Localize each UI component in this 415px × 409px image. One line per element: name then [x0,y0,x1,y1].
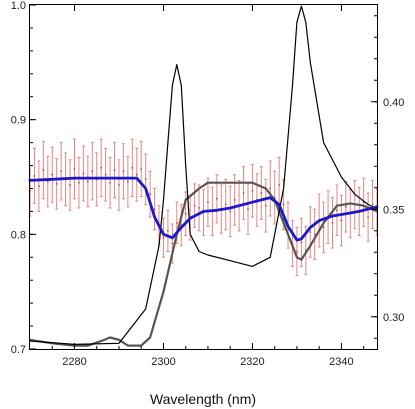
error-bar-2333 [308,206,312,258]
error-bar-2310 [206,177,210,227]
error-bar-2292 [126,155,130,208]
error-bar-2282 [81,145,85,202]
y-left-tick-label-0.9: 0.9 [11,115,26,127]
error-bar-2324 [268,160,272,217]
error-bar-2295 [139,140,143,197]
y-left-tick-label-0.8: 0.8 [11,229,26,241]
error-bar-2296 [144,153,148,206]
x-tick-label-2280: 2280 [62,356,86,368]
series-line-gray-thick [28,181,379,347]
y-right-tick-label-0.4: 0.40 [383,97,404,109]
error-bar-2277 [59,142,63,201]
error-bar-2314 [224,178,228,231]
error-bar-2283 [86,155,90,208]
error-bar-2300 [161,217,165,258]
error-bar-2346 [366,192,370,242]
error-bar-2272 [37,160,41,212]
y-left-tick-label-0.7: 0.7 [11,344,26,356]
error-bar-2291 [121,143,125,200]
error-bar-2339 [335,184,339,236]
error-bar-2288 [108,157,112,209]
error-bar-2271 [32,147,36,204]
x-tick-label-2320: 2320 [240,356,264,368]
error-bar-2281 [77,157,81,209]
error-bar-2320 [250,163,254,218]
error-bar-2275 [50,146,54,203]
error-bar-2347 [371,179,375,230]
error-bars-group [28,138,379,277]
ticks-group: 2280 2300 2320 2340 0.7 0.8 0.9 1.0 0.30 0.35 0.40 [11,0,405,368]
error-bar-2289 [113,142,117,199]
error-bar-2294 [135,147,139,202]
error-bar-2345 [362,177,366,227]
error-bar-2290 [117,159,121,211]
error-bar-2330 [295,226,299,277]
error-bar-2287 [104,147,108,202]
series-group [28,5,379,347]
plot-frame [29,4,378,350]
error-bar-2279 [68,159,72,211]
x-tick-label-2340: 2340 [329,356,353,368]
error-bar-2338 [331,197,335,249]
series-line-blue-thick [28,176,379,242]
error-bar-2341 [344,181,348,233]
x-tick-label-2300: 2300 [151,356,175,368]
y-left-tick-label-1: 1.0 [11,0,26,12]
error-bar-2315 [228,185,232,238]
error-bar-2276 [55,158,59,210]
error-bar-2322 [259,166,263,220]
y-right-tick-label-0.3: 0.30 [383,312,404,324]
error-bar-2273 [41,140,45,200]
error-bar-2334 [313,208,317,261]
error-bar-2336 [322,201,326,254]
series-line-black-thin [29,5,378,345]
x-axis-title: Wavelength (nm) [150,391,256,407]
error-bar-2308 [197,184,201,232]
error-bar-2284 [90,142,94,201]
y-right-tick-label-0.35: 0.35 [383,204,404,216]
error-bar-2274 [46,155,50,208]
error-bar-2304 [179,204,183,247]
error-bar-2319 [246,183,250,235]
error-bar-2297 [148,170,152,218]
error-bar-2280 [72,138,76,200]
error-bar-2286 [99,138,103,197]
error-bar-2298 [153,187,157,231]
error-bar-2318 [242,166,246,220]
error-bar-2301 [166,209,170,253]
error-bar-2293 [130,138,134,197]
error-bar-2340 [339,194,343,247]
